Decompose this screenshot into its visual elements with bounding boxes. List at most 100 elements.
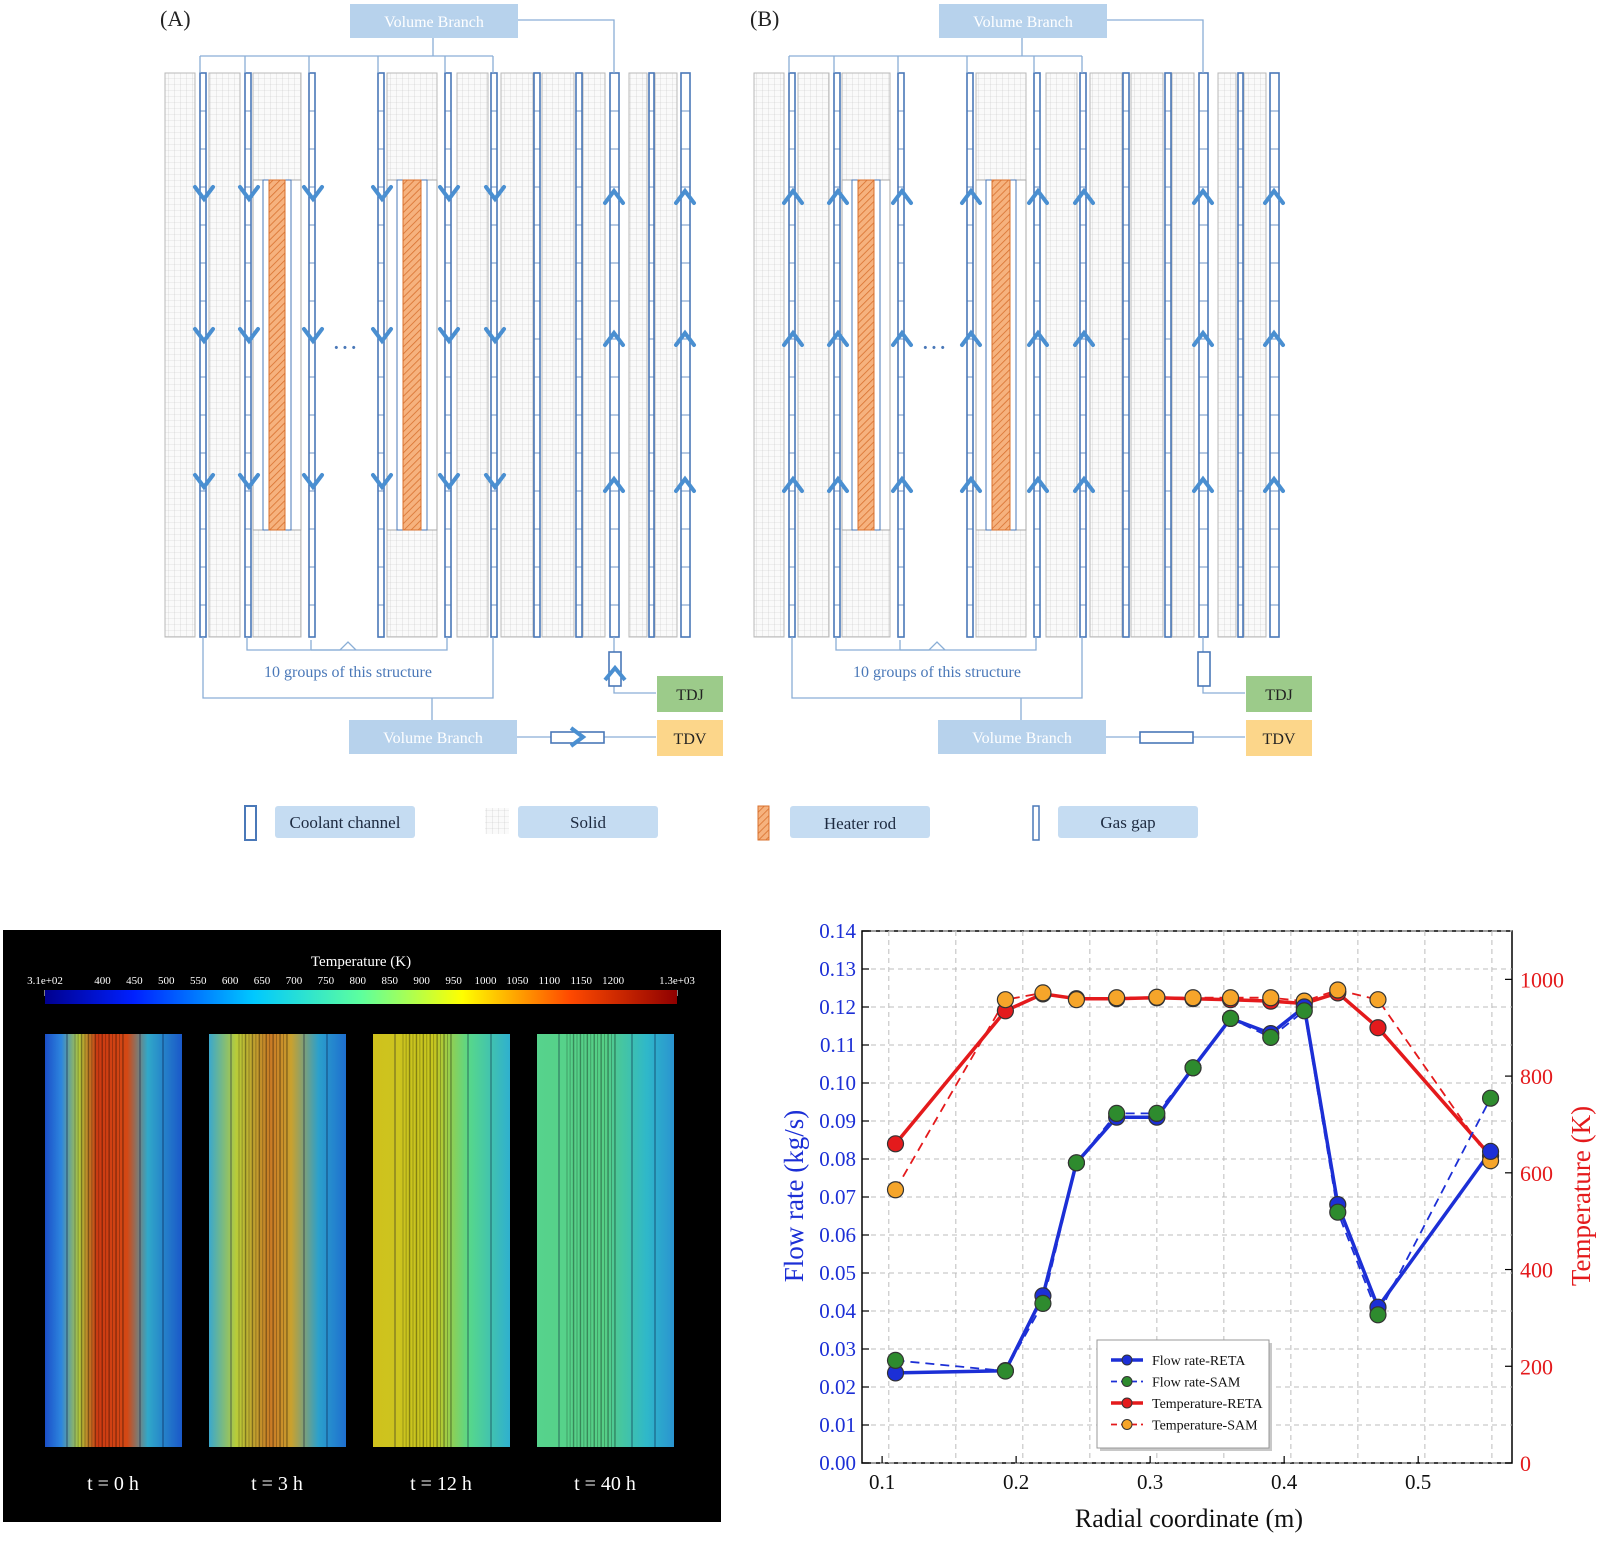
coolant-channel [680,72,691,638]
time-label: t = 0 h [87,1473,139,1495]
solid-block [753,72,785,638]
coolant-channel [199,72,207,638]
data-point [1329,981,1347,999]
time-label: t = 40 h [574,1473,636,1495]
data-point [1369,1019,1387,1037]
legend-marker [1121,1354,1133,1366]
solid-block [654,72,678,638]
volume-branch-top-label: Volume Branch [973,14,1073,31]
ellipsis-label: ··· [332,333,358,362]
y-tick-label: 0.11 [820,1033,856,1057]
contour-map [537,1034,674,1447]
flow-down-arrow-icon [302,473,324,491]
colorbar-tick-label: 800 [350,975,367,987]
solid-block [456,72,489,638]
data-point [1034,984,1052,1002]
colorbar-tick-label: 500 [158,975,175,987]
coolant-channel [444,72,452,638]
top-branch-link [1107,19,1204,73]
volume-branch-bottom-label: Volume Branch [383,730,483,747]
heater-rod [268,179,286,531]
colorbar-tick-label: 3.1e+02 [27,975,63,987]
colorbar-tick-label: 1100 [539,975,561,987]
flow-down-arrow-icon [484,185,506,203]
coolant-channel [377,72,385,638]
y2-tick-label: 800 [1520,1064,1553,1089]
bottom-rail-inner [246,637,448,651]
coolant-channel [490,72,498,638]
bottom-rail-inner [835,637,1037,651]
schematic-panel-b: (B) Volume Branch Volume Branch 10 groups … [750,4,1312,756]
tdv-box [1246,720,1312,756]
flow-up-arrow-icon [782,475,804,493]
data-point [1067,991,1086,1009]
x-tick-label: 0.5 [1405,1470,1431,1494]
schematic-panel-a: (A) Volume Branch Volume Branch 10 groups … [160,4,723,756]
colorbar-tick-label: 1.3e+03 [659,975,695,987]
heater-rod [857,179,875,531]
y-tick-label: 0.09 [819,1109,856,1133]
colorbar-tick-label: 1150 [570,975,592,987]
flow-down-arrow-icon [371,473,393,491]
y-tick-label: 0.03 [819,1337,856,1361]
data-point [1184,1059,1202,1077]
data-point [886,1135,905,1153]
data-point [1295,1002,1313,1020]
volume-branch-bottom-box [938,720,1106,754]
heater-swatch [757,805,770,841]
y2-axis-label: Temperature (K) [1566,1106,1596,1286]
flow-down-arrow-icon [438,473,460,491]
y2-tick-label: 600 [1520,1161,1553,1186]
y-tick-label: 0.14 [819,919,856,943]
flow-up-arrow-icon [827,187,849,205]
heater-label-box [790,806,930,838]
legend-marker [1121,1376,1133,1387]
data-point [886,1351,905,1370]
data-point [1369,1306,1387,1324]
x-tick-label: 0.4 [1271,1470,1298,1494]
solid-block [1243,72,1267,638]
flow-down-arrow-icon [484,473,506,491]
legend-label: Temperature-RETA [1152,1397,1264,1412]
ellipsis-label: ··· [921,333,947,362]
flow-down-arrow-icon [438,327,460,345]
flow-up-arrow-icon [960,329,982,347]
coolant-channel [833,72,841,638]
contour-map [373,1034,510,1447]
flow-down-arrow-icon [238,327,260,345]
y2-tick-label: 0 [1520,1451,1531,1476]
coolant-swatch [244,805,257,841]
solid-block [208,72,241,638]
colorbar-tick-label: 900 [413,975,430,987]
solid-block [1045,72,1078,638]
colorbar-tick-label: 1200 [602,975,625,987]
data-point [1481,1142,1500,1161]
legend-item-gasgap: Gas gap [1032,805,1198,841]
y-tick-label: 0.01 [819,1413,856,1437]
data-point [1329,1203,1347,1221]
flow-up-arrow-icon [1192,475,1214,493]
legend-label: Temperature-SAM [1152,1419,1258,1434]
flow-up-arrow-icon [1192,187,1214,205]
data-point [1034,1294,1052,1313]
y-tick-label: 0.02 [819,1375,856,1399]
y2-tick-label: 1000 [1520,967,1564,992]
flow-up-arrow-icon [782,329,804,347]
coolant-channel [1164,72,1172,638]
schematic-legend: Coolant channel Solid Heater rod Gas gap [244,805,1198,841]
data-point [1221,989,1240,1007]
group-count-label: 10 groups of this structure [264,664,432,681]
flow-up-arrow-icon [1263,475,1285,493]
coolant-channel [966,72,974,638]
flow-down-arrow-icon [371,327,393,345]
solid-block [1130,72,1164,638]
tdj-label: TDJ [1265,687,1293,704]
colorbar-tick-label: 700 [286,975,303,987]
flow-down-arrow-icon [193,185,215,203]
flow-down-arrow-icon [438,185,460,203]
colorbar-tick-label: 750 [318,975,335,987]
panel-a-label: (A) [160,6,191,31]
solid-block [582,72,606,638]
colorbar-tick-label: 600 [222,975,239,987]
